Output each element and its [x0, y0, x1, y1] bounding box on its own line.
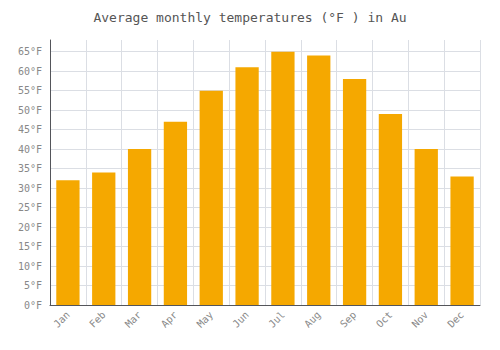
- svg-text:May: May: [195, 309, 216, 330]
- svg-text:0°F: 0°F: [24, 300, 42, 311]
- svg-text:Feb: Feb: [87, 309, 108, 330]
- svg-text:40°F: 40°F: [18, 144, 42, 155]
- svg-text:Mar: Mar: [123, 309, 144, 330]
- svg-text:Sep: Sep: [338, 309, 359, 330]
- svg-text:50°F: 50°F: [18, 105, 42, 116]
- svg-text:45°F: 45°F: [18, 124, 42, 135]
- svg-text:Jul: Jul: [266, 309, 287, 330]
- svg-text:60°F: 60°F: [18, 66, 42, 77]
- svg-text:Jan: Jan: [51, 309, 72, 330]
- svg-text:Nov: Nov: [410, 309, 431, 330]
- svg-text:30°F: 30°F: [18, 183, 42, 194]
- svg-text:10°F: 10°F: [18, 261, 42, 272]
- svg-text:35°F: 35°F: [18, 163, 42, 174]
- svg-text:55°F: 55°F: [18, 85, 42, 96]
- svg-text:5°F: 5°F: [24, 280, 42, 291]
- svg-text:Oct: Oct: [374, 309, 395, 330]
- svg-text:Jun: Jun: [230, 309, 251, 330]
- svg-text:Aug: Aug: [302, 309, 323, 330]
- svg-text:Dec: Dec: [445, 309, 466, 330]
- svg-text:Apr: Apr: [159, 309, 180, 330]
- svg-text:15°F: 15°F: [18, 241, 42, 252]
- svg-text:20°F: 20°F: [18, 222, 42, 233]
- svg-text:25°F: 25°F: [18, 202, 42, 213]
- svg-text:Average monthly temperatures (: Average monthly temperatures (°F ) in Au: [93, 10, 406, 25]
- svg-text:65°F: 65°F: [18, 46, 42, 57]
